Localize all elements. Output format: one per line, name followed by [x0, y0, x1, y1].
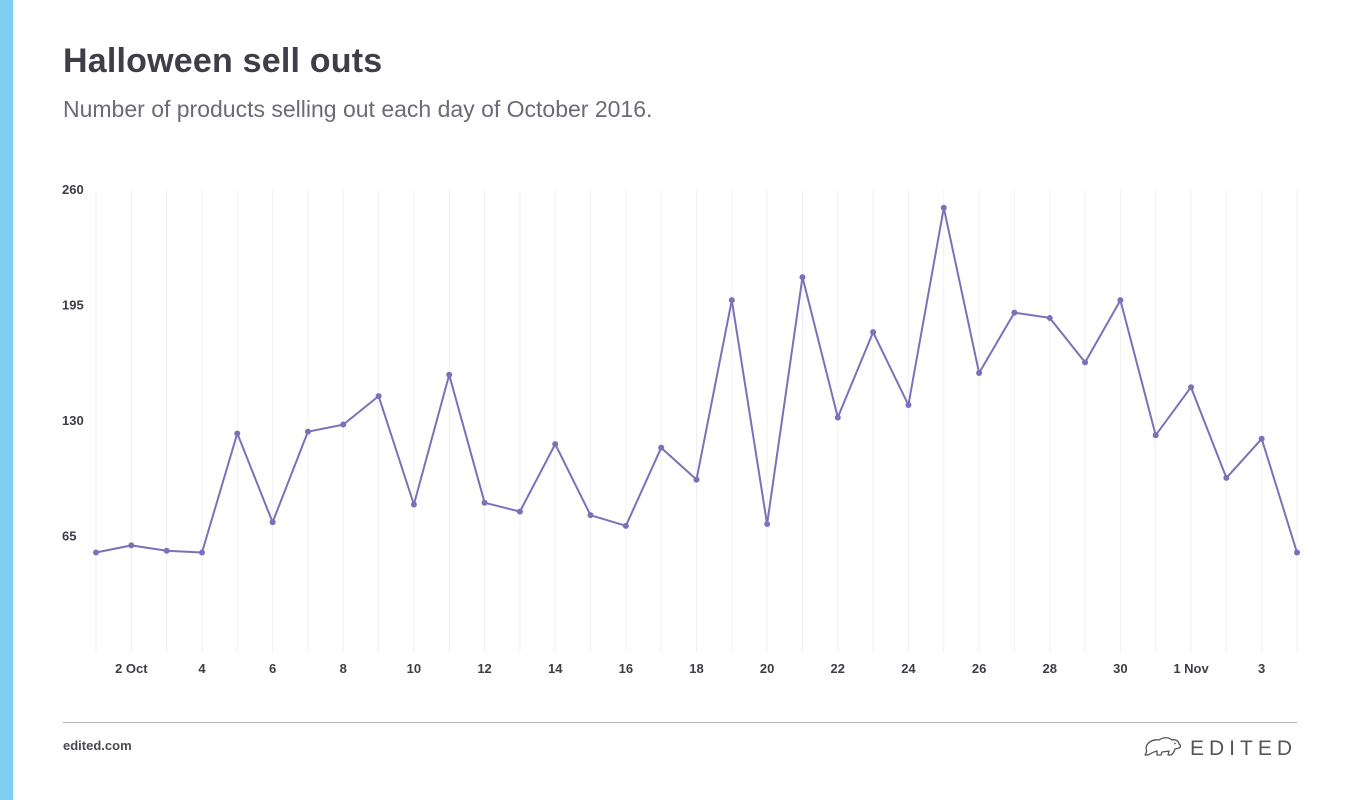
x-axis-tick-labels: 2 Oct 4 6 8 10 12 14 16 18 20 22 24 26 28 30 1 Nov 3: [115, 661, 1265, 676]
data-point: [622, 522, 629, 529]
data-point: [1082, 359, 1089, 366]
data-point: [1294, 549, 1300, 556]
brand-logo: EDITED: [1144, 735, 1297, 762]
data-point: [658, 444, 665, 451]
x-tick-label: 28: [1043, 661, 1057, 676]
x-tick-label: 26: [972, 661, 986, 676]
footer-divider: [63, 722, 1297, 723]
y-tick-label: 260: [62, 182, 84, 197]
data-point: [269, 519, 276, 526]
x-tick-label: 1 Nov: [1173, 661, 1209, 676]
y-axis-tick-labels: 65 130 195 260: [62, 182, 84, 544]
data-point: [1258, 435, 1265, 442]
data-point: [93, 549, 99, 556]
x-tick-label: 20: [760, 661, 774, 676]
y-tick-label: 65: [62, 529, 76, 544]
x-tick-label: 16: [619, 661, 633, 676]
polar-bear-icon: [1144, 735, 1182, 762]
grid-lines: [95, 190, 1298, 652]
data-point: [234, 430, 241, 437]
x-tick-label: 4: [198, 661, 206, 676]
data-point: [834, 414, 841, 421]
data-point: [516, 508, 523, 515]
data-point: [1117, 297, 1124, 304]
data-point: [1188, 384, 1195, 391]
data-point: [1011, 309, 1018, 316]
data-point: [799, 274, 806, 281]
data-point: [304, 428, 311, 435]
data-points: [93, 204, 1300, 556]
data-point: [940, 204, 947, 211]
data-point: [870, 329, 877, 336]
x-tick-label: 2 Oct: [115, 661, 148, 676]
data-point: [375, 393, 382, 400]
x-tick-label: 18: [689, 661, 703, 676]
data-point: [905, 402, 912, 409]
y-tick-label: 130: [62, 413, 84, 428]
data-point: [198, 549, 205, 556]
accent-bar: [0, 0, 13, 800]
data-point: [1046, 314, 1053, 321]
x-tick-label: 30: [1113, 661, 1127, 676]
x-tick-label: 22: [831, 661, 845, 676]
chart-subtitle: Number of products selling out each day …: [63, 96, 653, 122]
data-point: [1152, 432, 1159, 439]
data-point: [481, 499, 488, 506]
data-point: [128, 542, 135, 549]
data-point: [1223, 474, 1230, 481]
x-tick-label: 14: [548, 661, 563, 676]
data-point: [764, 521, 771, 528]
data-point: [976, 370, 983, 377]
x-tick-label: 12: [477, 661, 491, 676]
footer-url: edited.com: [63, 738, 132, 753]
chart-title: Halloween sell outs: [63, 42, 383, 80]
x-tick-label: 6: [269, 661, 276, 676]
brand-wordmark: EDITED: [1189, 736, 1297, 760]
data-point: [163, 547, 170, 554]
x-tick-label: 24: [901, 661, 916, 676]
x-tick-label: 3: [1258, 661, 1265, 676]
x-tick-label: 10: [407, 661, 421, 676]
data-point: [410, 501, 417, 508]
data-point: [340, 421, 347, 428]
data-point: [587, 512, 594, 519]
data-point: [446, 371, 453, 378]
data-point: [728, 297, 735, 304]
x-tick-label: 8: [340, 661, 347, 676]
data-point: [552, 441, 559, 448]
data-point: [693, 476, 700, 483]
y-tick-label: 195: [62, 298, 84, 313]
